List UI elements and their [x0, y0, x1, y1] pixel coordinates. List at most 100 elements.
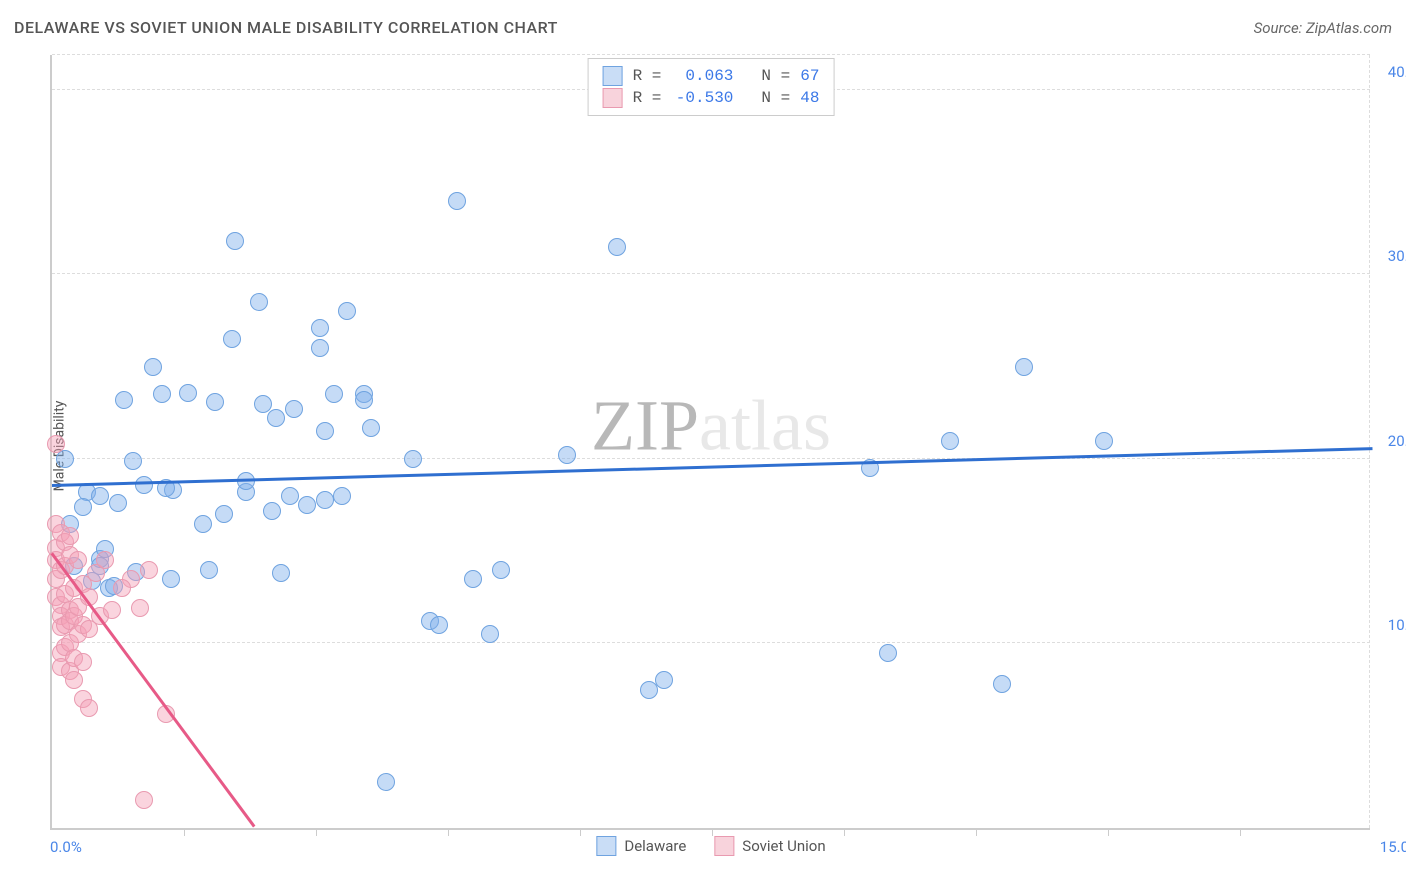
x-tick [844, 828, 845, 836]
data-point-delaware [215, 505, 233, 523]
data-point-delaware [162, 570, 180, 588]
data-point-soviet_union [103, 601, 121, 619]
data-point-delaware [1095, 432, 1113, 450]
data-point-delaware [285, 400, 303, 418]
gridline-h [52, 642, 1370, 643]
data-point-delaware [311, 339, 329, 357]
scatter-plot-area: ZIPatlas R = 0.063N =67R =-0.530N =48 De… [50, 55, 1370, 830]
data-point-soviet_union [69, 551, 87, 569]
data-point-delaware [254, 395, 272, 413]
data-point-delaware [362, 419, 380, 437]
data-point-delaware [325, 385, 343, 403]
watermark: ZIPatlas [591, 385, 831, 468]
data-point-delaware [179, 384, 197, 402]
legend-swatch [603, 88, 623, 108]
data-point-delaware [91, 487, 109, 505]
legend-n-label: N = [761, 67, 790, 85]
data-point-delaware [338, 302, 356, 320]
x-tick-label: 0.0% [50, 838, 82, 856]
x-tick [184, 828, 185, 836]
data-point-delaware [404, 450, 422, 468]
series-legend-label: Soviet Union [742, 837, 825, 855]
data-point-delaware [223, 330, 241, 348]
data-point-soviet_union [47, 435, 65, 453]
data-point-delaware [74, 498, 92, 516]
legend-n-label: N = [761, 89, 790, 107]
y-tick-label: 40.0% [1388, 63, 1406, 81]
data-point-delaware [941, 432, 959, 450]
data-point-delaware [430, 616, 448, 634]
data-point-delaware [558, 446, 576, 464]
data-point-soviet_union [61, 527, 79, 545]
data-point-delaware [194, 515, 212, 533]
data-point-soviet_union [135, 791, 153, 809]
series-legend-label: Delaware [624, 837, 686, 855]
data-point-delaware [355, 391, 373, 409]
data-point-delaware [115, 391, 133, 409]
data-point-delaware [879, 644, 897, 662]
series-legend: Delaware Soviet Union [596, 836, 825, 856]
x-tick [448, 828, 449, 836]
data-point-delaware [311, 319, 329, 337]
y-tick-label: 20.0% [1388, 432, 1406, 450]
y-tick-label: 10.0% [1388, 616, 1406, 634]
plot-right-border [1369, 55, 1370, 828]
correlation-legend: R = 0.063N =67R =-0.530N =48 [588, 58, 835, 116]
data-point-soviet_union [131, 599, 149, 617]
data-point-soviet_union [113, 579, 131, 597]
legend-r-label: R = [633, 89, 662, 107]
data-point-delaware [206, 393, 224, 411]
data-point-delaware [109, 494, 127, 512]
x-tick [580, 828, 581, 836]
y-tick-label: 30.0% [1388, 247, 1406, 265]
legend-swatch [596, 836, 616, 856]
data-point-delaware [608, 238, 626, 256]
data-point-soviet_union [80, 699, 98, 717]
gridline-h [52, 273, 1370, 274]
data-point-delaware [124, 452, 142, 470]
data-point-delaware [281, 487, 299, 505]
legend-swatch [603, 66, 623, 86]
x-tick-label: 15.0% [1380, 838, 1406, 856]
legend-n-value: 67 [800, 67, 819, 85]
data-point-delaware [492, 561, 510, 579]
gridline-h [52, 54, 1370, 55]
correlation-legend-row: R = 0.063 N = 67 [603, 65, 820, 87]
correlation-legend-row: R =-0.530N =48 [603, 87, 820, 109]
x-tick [1240, 828, 1241, 836]
data-point-soviet_union [65, 671, 83, 689]
data-point-delaware [263, 502, 281, 520]
data-point-delaware [267, 409, 285, 427]
legend-r-label: R = [633, 67, 662, 85]
x-tick [316, 828, 317, 836]
data-point-delaware [316, 422, 334, 440]
series-legend-item: Delaware [596, 836, 686, 856]
data-point-delaware [333, 487, 351, 505]
gridline-h [52, 458, 1370, 459]
chart-title: DELAWARE VS SOVIET UNION MALE DISABILITY… [14, 18, 558, 37]
data-point-delaware [135, 476, 153, 494]
data-point-soviet_union [96, 551, 114, 569]
data-point-delaware [377, 773, 395, 791]
chart-source: Source: ZipAtlas.com [1254, 19, 1392, 37]
data-point-soviet_union [74, 653, 92, 671]
data-point-delaware [993, 675, 1011, 693]
data-point-delaware [448, 192, 466, 210]
data-point-delaware [226, 232, 244, 250]
x-tick [712, 828, 713, 836]
data-point-delaware [153, 385, 171, 403]
data-point-delaware [144, 358, 162, 376]
watermark-atlas: atlas [699, 386, 831, 466]
data-point-delaware [298, 496, 316, 514]
data-point-delaware [1015, 358, 1033, 376]
data-point-delaware [316, 491, 334, 509]
data-point-delaware [464, 570, 482, 588]
data-point-delaware [272, 564, 290, 582]
trend-line-delaware [52, 447, 1372, 486]
x-tick [976, 828, 977, 836]
legend-r-value: 0.063 [671, 67, 733, 85]
legend-n-value: 48 [800, 89, 819, 107]
data-point-delaware [250, 293, 268, 311]
x-tick [1108, 828, 1109, 836]
series-legend-item: Soviet Union [714, 836, 825, 856]
